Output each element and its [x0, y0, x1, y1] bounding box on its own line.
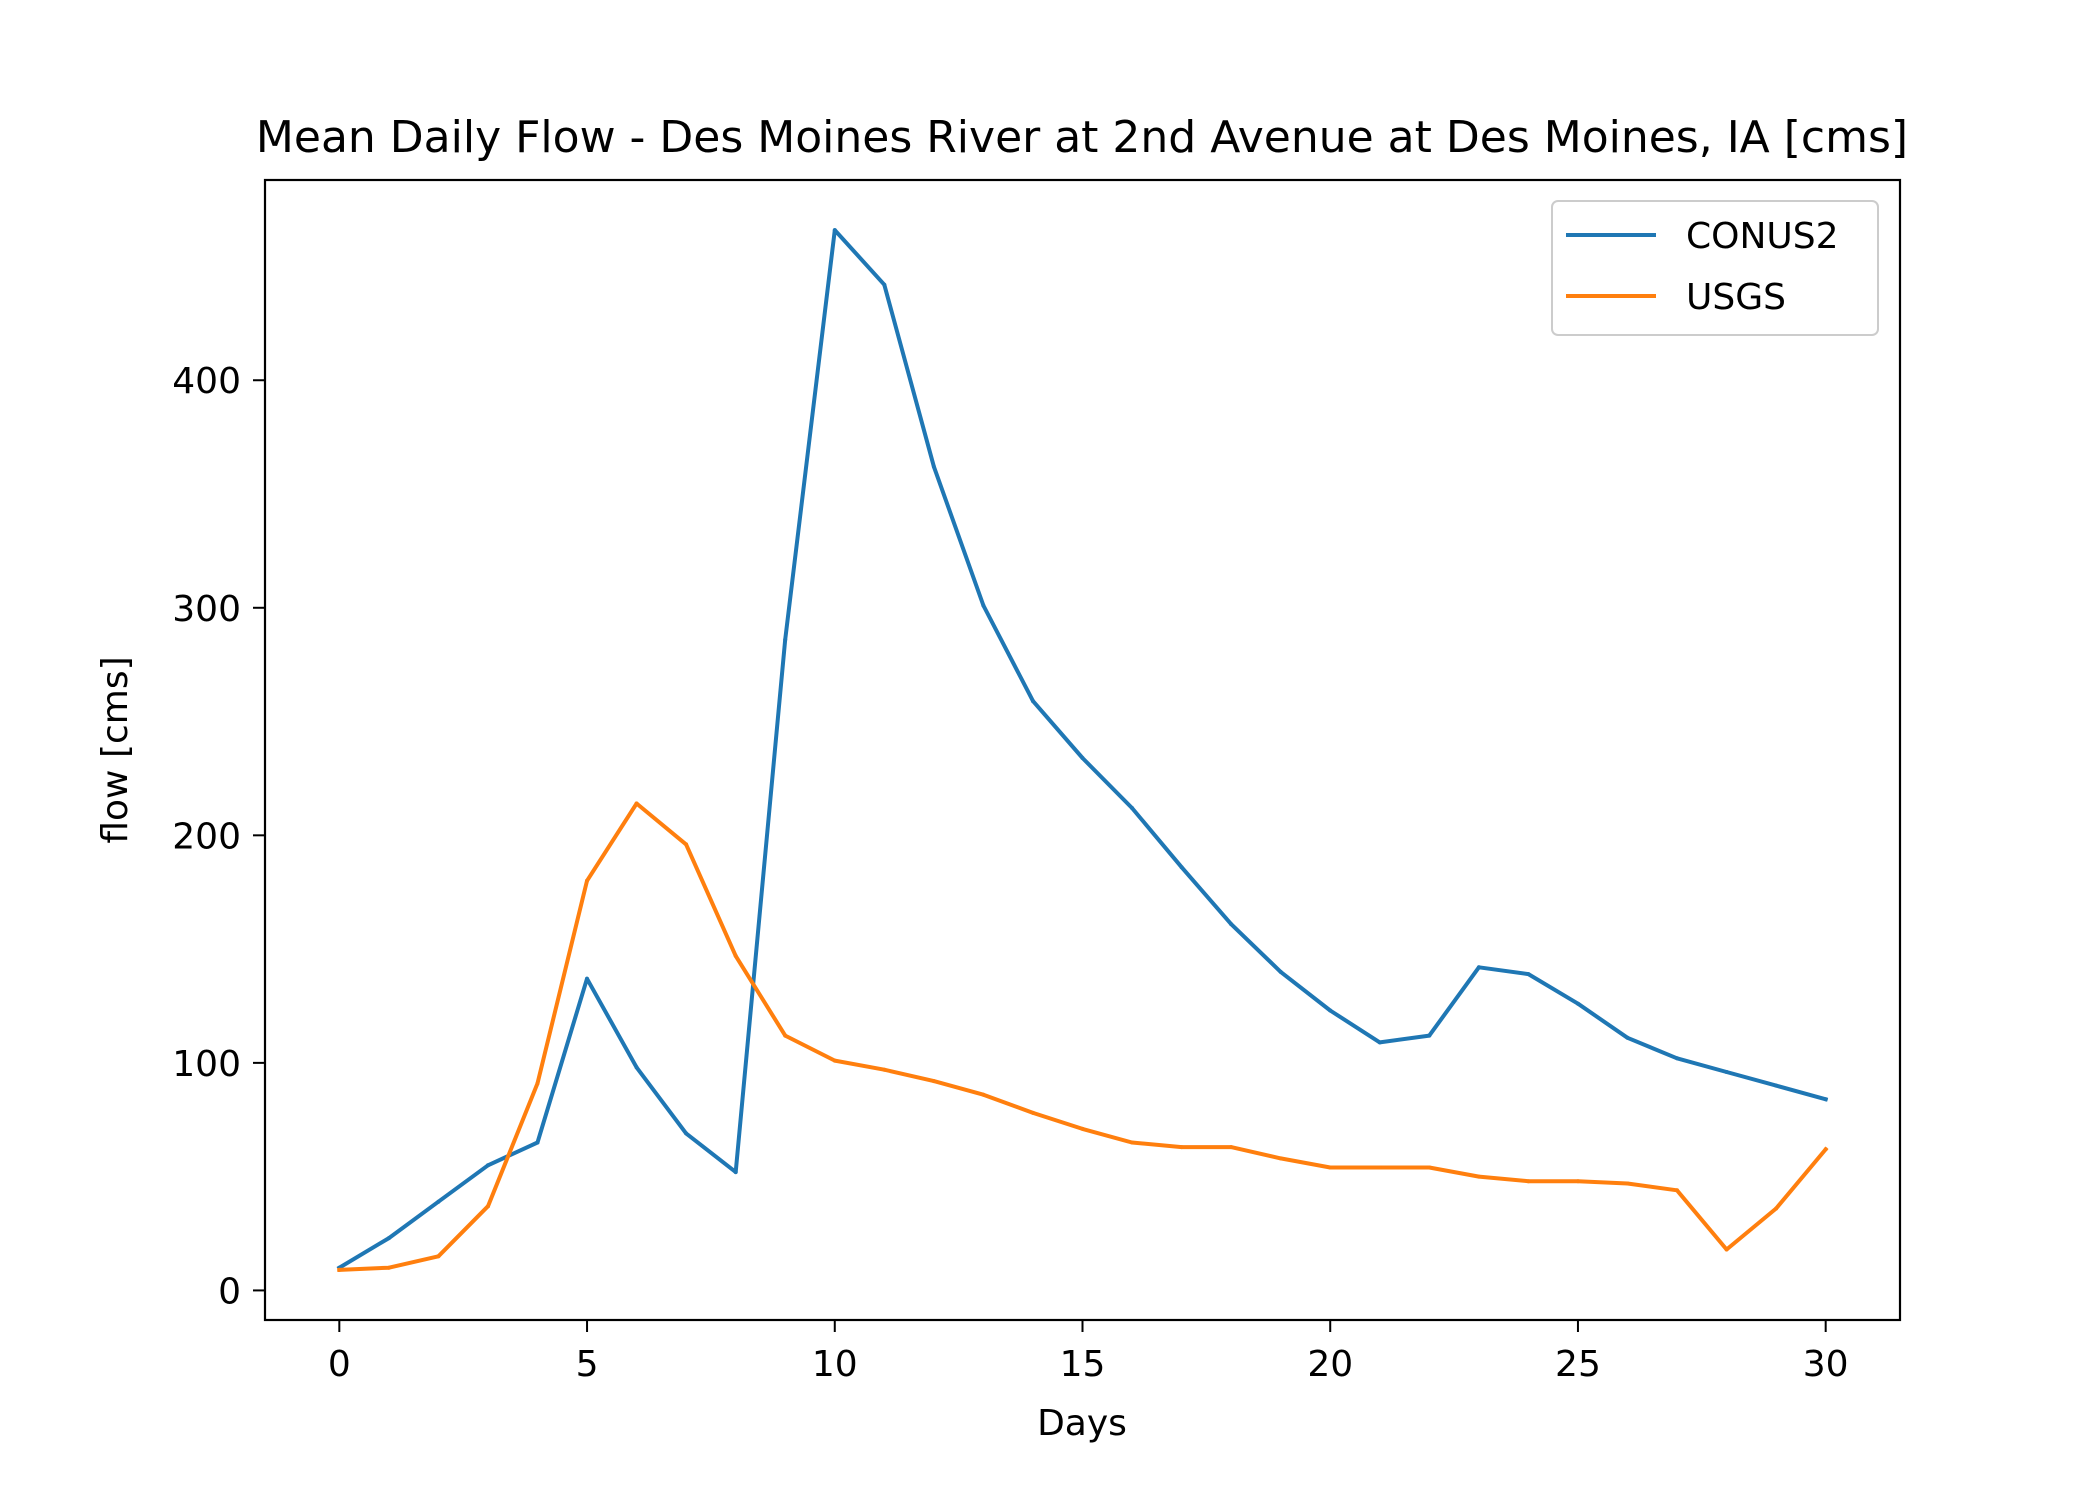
data-point-conus2 — [1823, 1097, 1828, 1102]
x-tick-label: 10 — [812, 1344, 858, 1385]
data-point-usgs — [386, 1265, 391, 1270]
data-point-usgs — [931, 1079, 936, 1084]
data-point-usgs — [1675, 1188, 1679, 1193]
data-point-usgs — [1476, 1174, 1481, 1179]
data-point-usgs — [436, 1254, 441, 1259]
data-point-usgs — [585, 878, 589, 883]
chart-title: Mean Daily Flow - Des Moines River at 2n… — [256, 112, 1908, 163]
data-point-usgs — [1179, 1145, 1184, 1150]
x-tick-label: 15 — [1060, 1344, 1106, 1385]
data-point-usgs — [634, 801, 639, 806]
data-point-usgs — [1031, 1110, 1035, 1115]
x-axis-label: Days — [1037, 1403, 1127, 1444]
data-point-conus2 — [535, 1140, 540, 1145]
data-point-usgs — [832, 1058, 837, 1063]
data-point-conus2 — [733, 1170, 738, 1175]
data-point-conus2 — [1229, 922, 1234, 927]
data-point-usgs — [337, 1267, 342, 1272]
data-point-conus2 — [882, 282, 887, 287]
data-point-usgs — [1625, 1181, 1630, 1186]
data-point-conus2 — [585, 976, 589, 981]
data-point-usgs — [1229, 1145, 1234, 1150]
x-axis: 0 5 10 15 20 25 30 — [328, 1320, 1849, 1385]
data-point-usgs — [1576, 1179, 1580, 1184]
data-point-conus2 — [436, 1199, 441, 1204]
data-point-conus2 — [386, 1236, 391, 1241]
data-point-usgs — [1774, 1206, 1779, 1211]
data-point-usgs — [733, 953, 738, 958]
data-point-usgs — [1328, 1165, 1333, 1170]
data-point-usgs — [1278, 1156, 1283, 1161]
data-point-conus2 — [1675, 1056, 1679, 1061]
data-point-usgs — [1526, 1179, 1531, 1184]
data-point-conus2 — [1476, 965, 1481, 970]
y-tick-label: 200 — [172, 816, 241, 857]
data-point-conus2 — [684, 1131, 689, 1136]
x-tick-label: 25 — [1555, 1344, 1601, 1385]
data-point-conus2 — [981, 603, 986, 608]
data-point-conus2 — [832, 228, 837, 233]
y-tick-label: 100 — [172, 1044, 241, 1085]
data-point-usgs — [486, 1204, 490, 1209]
data-point-usgs — [1724, 1247, 1729, 1252]
data-point-usgs — [1080, 1126, 1085, 1131]
data-point-conus2 — [1179, 865, 1184, 870]
x-tick-label: 5 — [576, 1344, 599, 1385]
data-point-conus2 — [1031, 699, 1035, 704]
data-point-conus2 — [1625, 1035, 1630, 1040]
y-tick-label: 400 — [172, 361, 241, 402]
data-point-usgs — [535, 1081, 540, 1086]
legend-label-conus2: CONUS2 — [1686, 216, 1839, 257]
x-tick-label: 20 — [1307, 1344, 1353, 1385]
legend: CONUS2 USGS — [1551, 200, 1879, 336]
data-point-usgs — [1377, 1165, 1382, 1170]
data-point-conus2 — [1377, 1040, 1382, 1045]
data-point-conus2 — [1576, 1001, 1580, 1006]
data-point-usgs — [1823, 1147, 1828, 1152]
x-tick-label: 0 — [328, 1344, 351, 1385]
data-point-conus2 — [1080, 756, 1085, 760]
data-point-usgs — [684, 842, 689, 847]
data-point-conus2 — [1774, 1083, 1779, 1088]
data-point-usgs — [882, 1067, 887, 1072]
legend-label-usgs: USGS — [1686, 277, 1786, 318]
data-point-usgs — [981, 1092, 986, 1097]
data-point-usgs — [783, 1033, 788, 1038]
data-point-usgs — [1130, 1140, 1134, 1145]
data-point-conus2 — [1278, 969, 1283, 974]
y-axis: 0 100 200 300 400 — [172, 361, 265, 1312]
data-point-conus2 — [634, 1065, 639, 1070]
y-axis-label: flow [cms] — [95, 656, 136, 843]
data-point-conus2 — [1427, 1033, 1432, 1038]
data-point-conus2 — [1526, 972, 1531, 977]
data-point-conus2 — [486, 1163, 490, 1168]
y-tick-label: 300 — [172, 589, 241, 630]
data-point-conus2 — [931, 464, 936, 469]
data-point-conus2 — [1328, 1008, 1333, 1013]
data-point-conus2 — [1130, 806, 1134, 810]
data-point-conus2 — [783, 637, 788, 642]
data-point-usgs — [1427, 1165, 1432, 1170]
x-tick-label: 30 — [1803, 1344, 1849, 1385]
y-tick-label: 0 — [218, 1271, 241, 1312]
plot-lines — [336, 228, 1829, 1272]
data-point-conus2 — [1724, 1070, 1729, 1074]
